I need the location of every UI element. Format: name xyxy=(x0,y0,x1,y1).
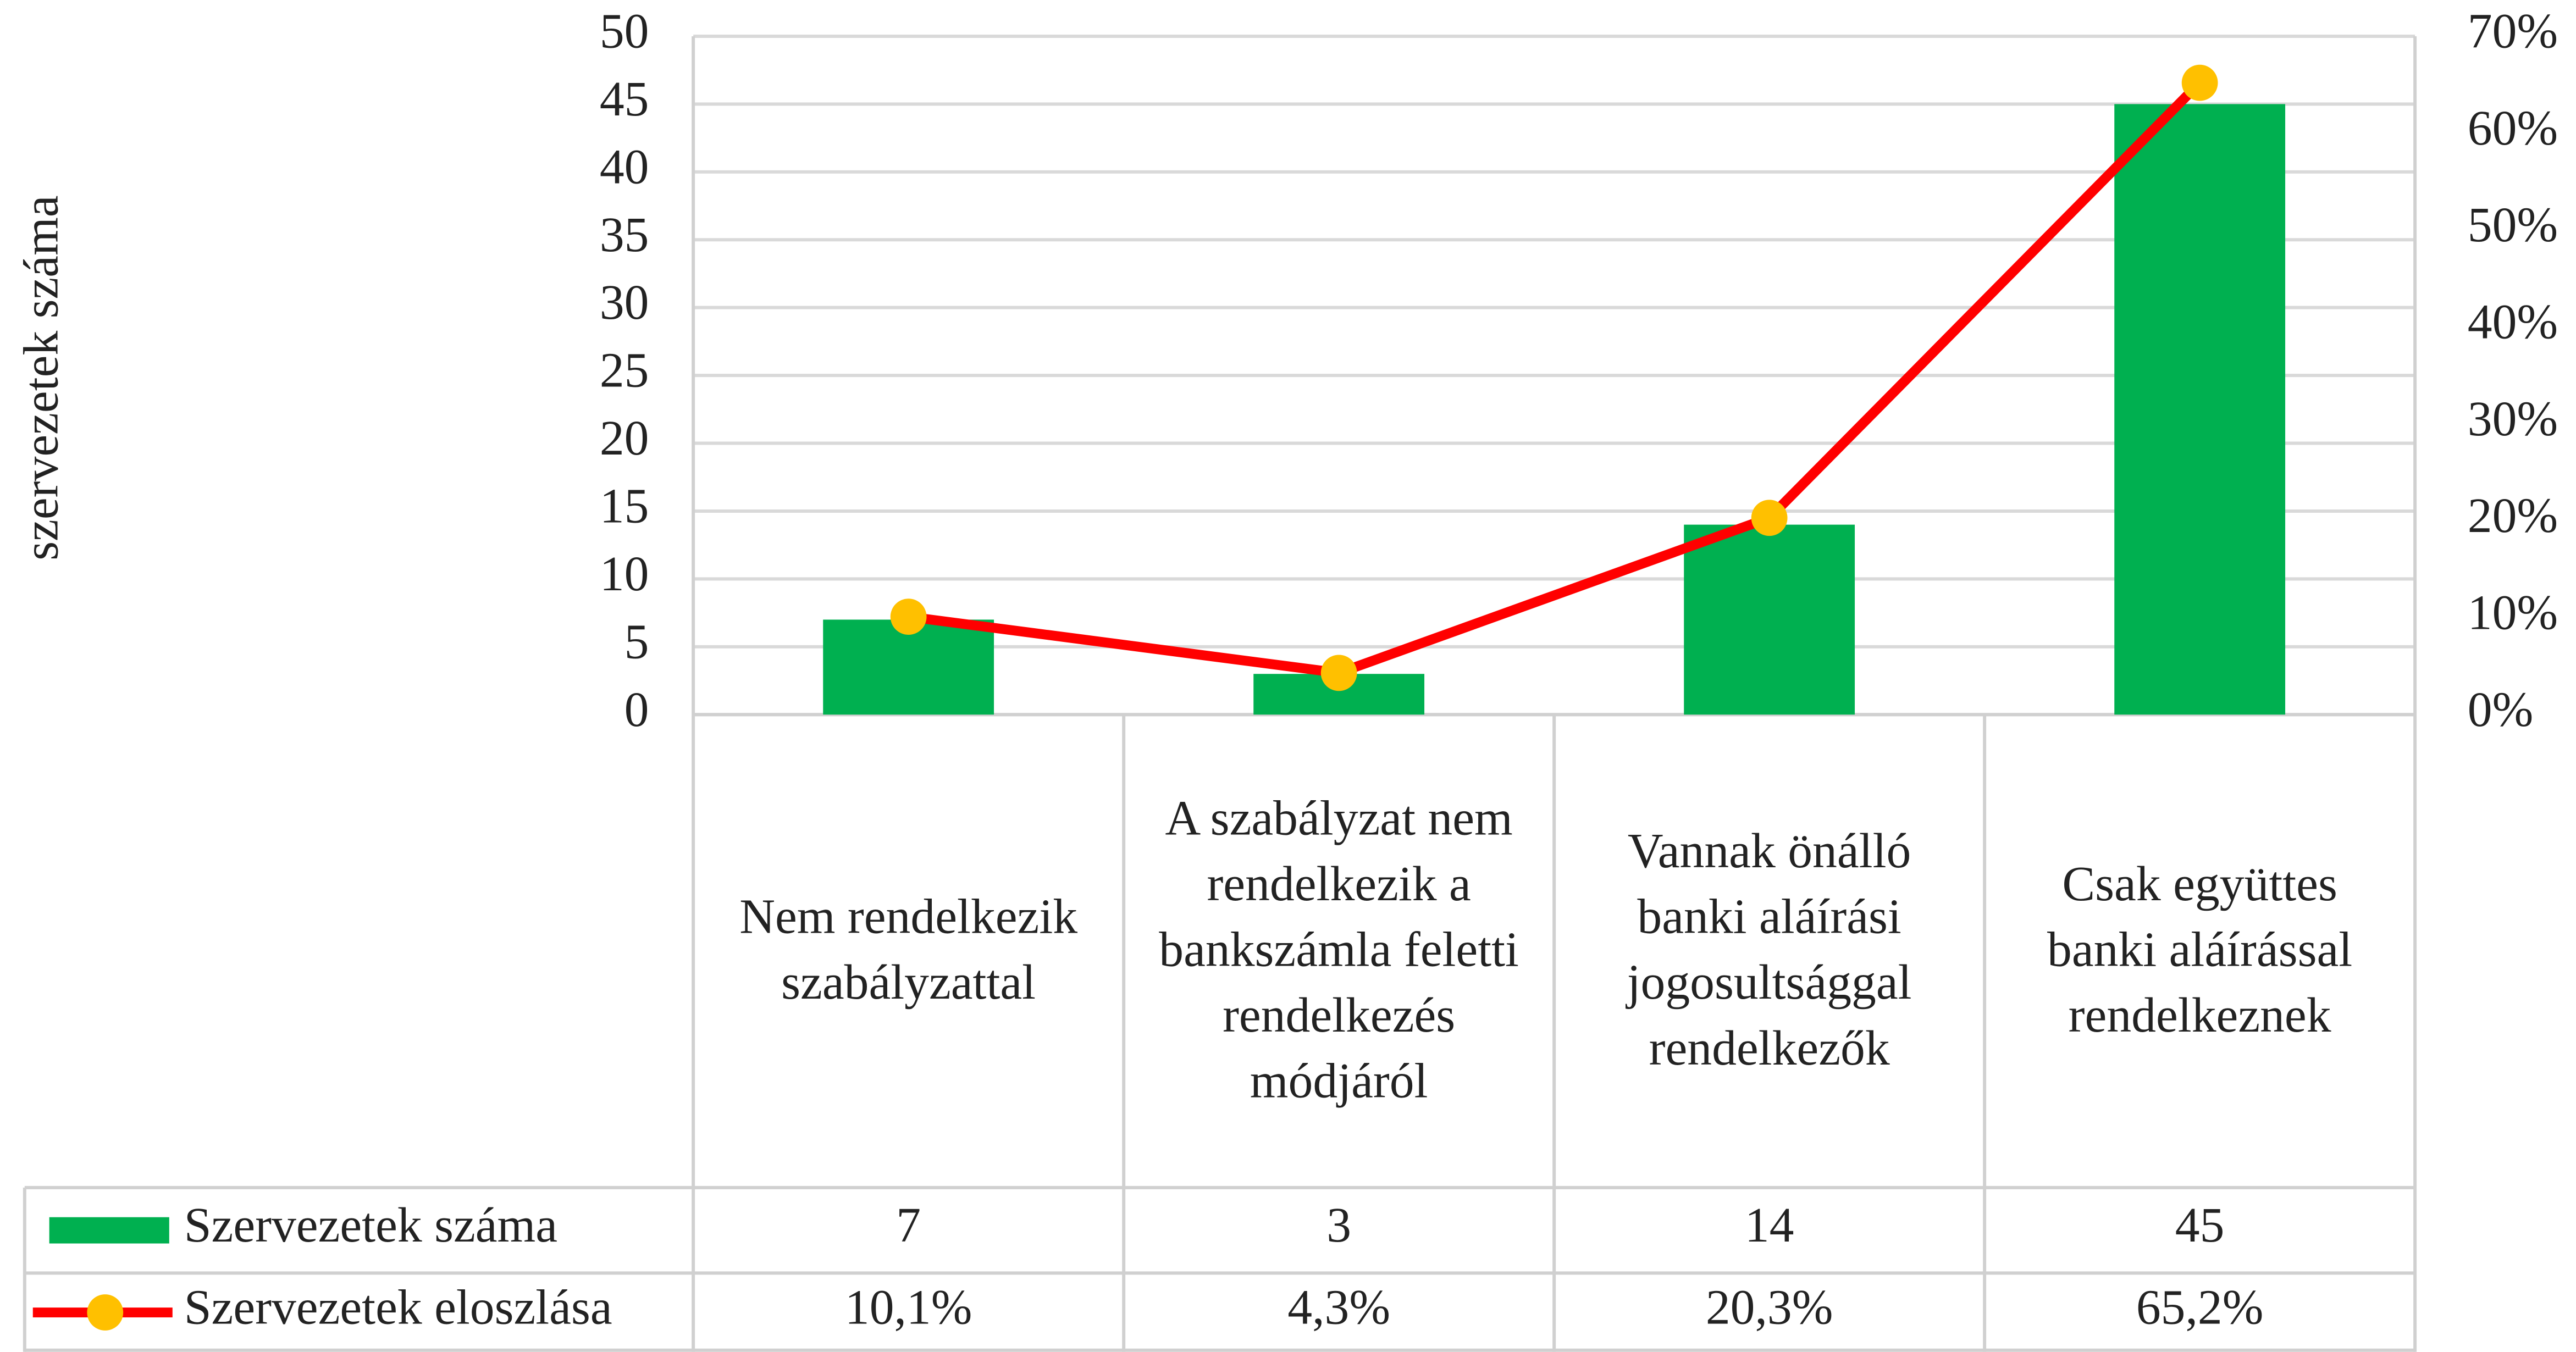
legend-label: Szervezetek eloszlása xyxy=(184,1281,612,1335)
y-tick-label: 10 xyxy=(600,547,649,601)
y-tick-label: 30 xyxy=(600,275,649,330)
x-tick-label: Vannak önálló banki aláírási jogosultság… xyxy=(1627,824,1912,1076)
x-tick-label: Csak együttes banki aláírással rendelkez… xyxy=(2047,857,2353,1043)
y2-tick-label: 30% xyxy=(2468,392,2558,446)
y-tick-label: 0 xyxy=(624,683,649,737)
y2-tick-label: 0% xyxy=(2468,683,2534,737)
y-tick-label: 50 xyxy=(600,4,649,59)
data-label: 4,3% xyxy=(1287,1281,1390,1335)
y-tick-label: 25 xyxy=(600,343,649,398)
category-cell: Vannak önálló banki aláírási jogosultság… xyxy=(1627,824,1912,1076)
bar xyxy=(823,619,994,715)
data-label: 10,1% xyxy=(845,1281,972,1335)
y2-tick-label: 10% xyxy=(2468,585,2558,640)
y2-tick-label: 20% xyxy=(2468,489,2558,543)
marker xyxy=(1320,655,1357,691)
marker xyxy=(2181,64,2218,101)
data-label: 65,2% xyxy=(2136,1281,2264,1335)
legend-label: Szervezetek száma xyxy=(184,1198,557,1253)
y-tick-label: 45 xyxy=(600,72,649,126)
category-cell: A szabályzat nem rendelkezik a bankszáml… xyxy=(1159,791,1519,1109)
y2-tick-label: 40% xyxy=(2468,295,2558,350)
category-cell: Csak együttes banki aláírással rendelkez… xyxy=(2047,857,2353,1043)
data-label: 7 xyxy=(896,1198,921,1253)
y-axis-label: szervezetek száma xyxy=(14,195,68,560)
marker xyxy=(890,599,927,635)
line xyxy=(908,79,2204,678)
bar xyxy=(2114,104,2286,715)
x-tick-label: Nem rendelkezik szabályzattal xyxy=(739,890,1078,1011)
y-tick-label: 5 xyxy=(624,614,649,669)
y2-tick-label: 70% xyxy=(2468,4,2558,59)
legend-swatch xyxy=(87,1294,124,1331)
y2-tick-label: 50% xyxy=(2468,198,2558,252)
x-tick-label: A szabályzat nem rendelkezik a bankszáml… xyxy=(1159,791,1519,1109)
y2-tick-label: 60% xyxy=(2468,101,2558,156)
data-label: 14 xyxy=(1745,1198,1794,1253)
legend-swatch xyxy=(49,1217,169,1244)
y-tick-label: 20 xyxy=(600,411,649,466)
bar xyxy=(1684,524,1855,715)
data-label: 45 xyxy=(2175,1198,2225,1253)
category-cell: Nem rendelkezik szabályzattal xyxy=(739,890,1078,1011)
y-tick-label: 35 xyxy=(600,208,649,262)
marker xyxy=(1751,500,1788,536)
data-label: 20,3% xyxy=(1706,1281,1833,1335)
y-tick-label: 15 xyxy=(600,479,649,534)
data-label: 3 xyxy=(1326,1198,1351,1253)
y-tick-label: 40 xyxy=(600,140,649,194)
